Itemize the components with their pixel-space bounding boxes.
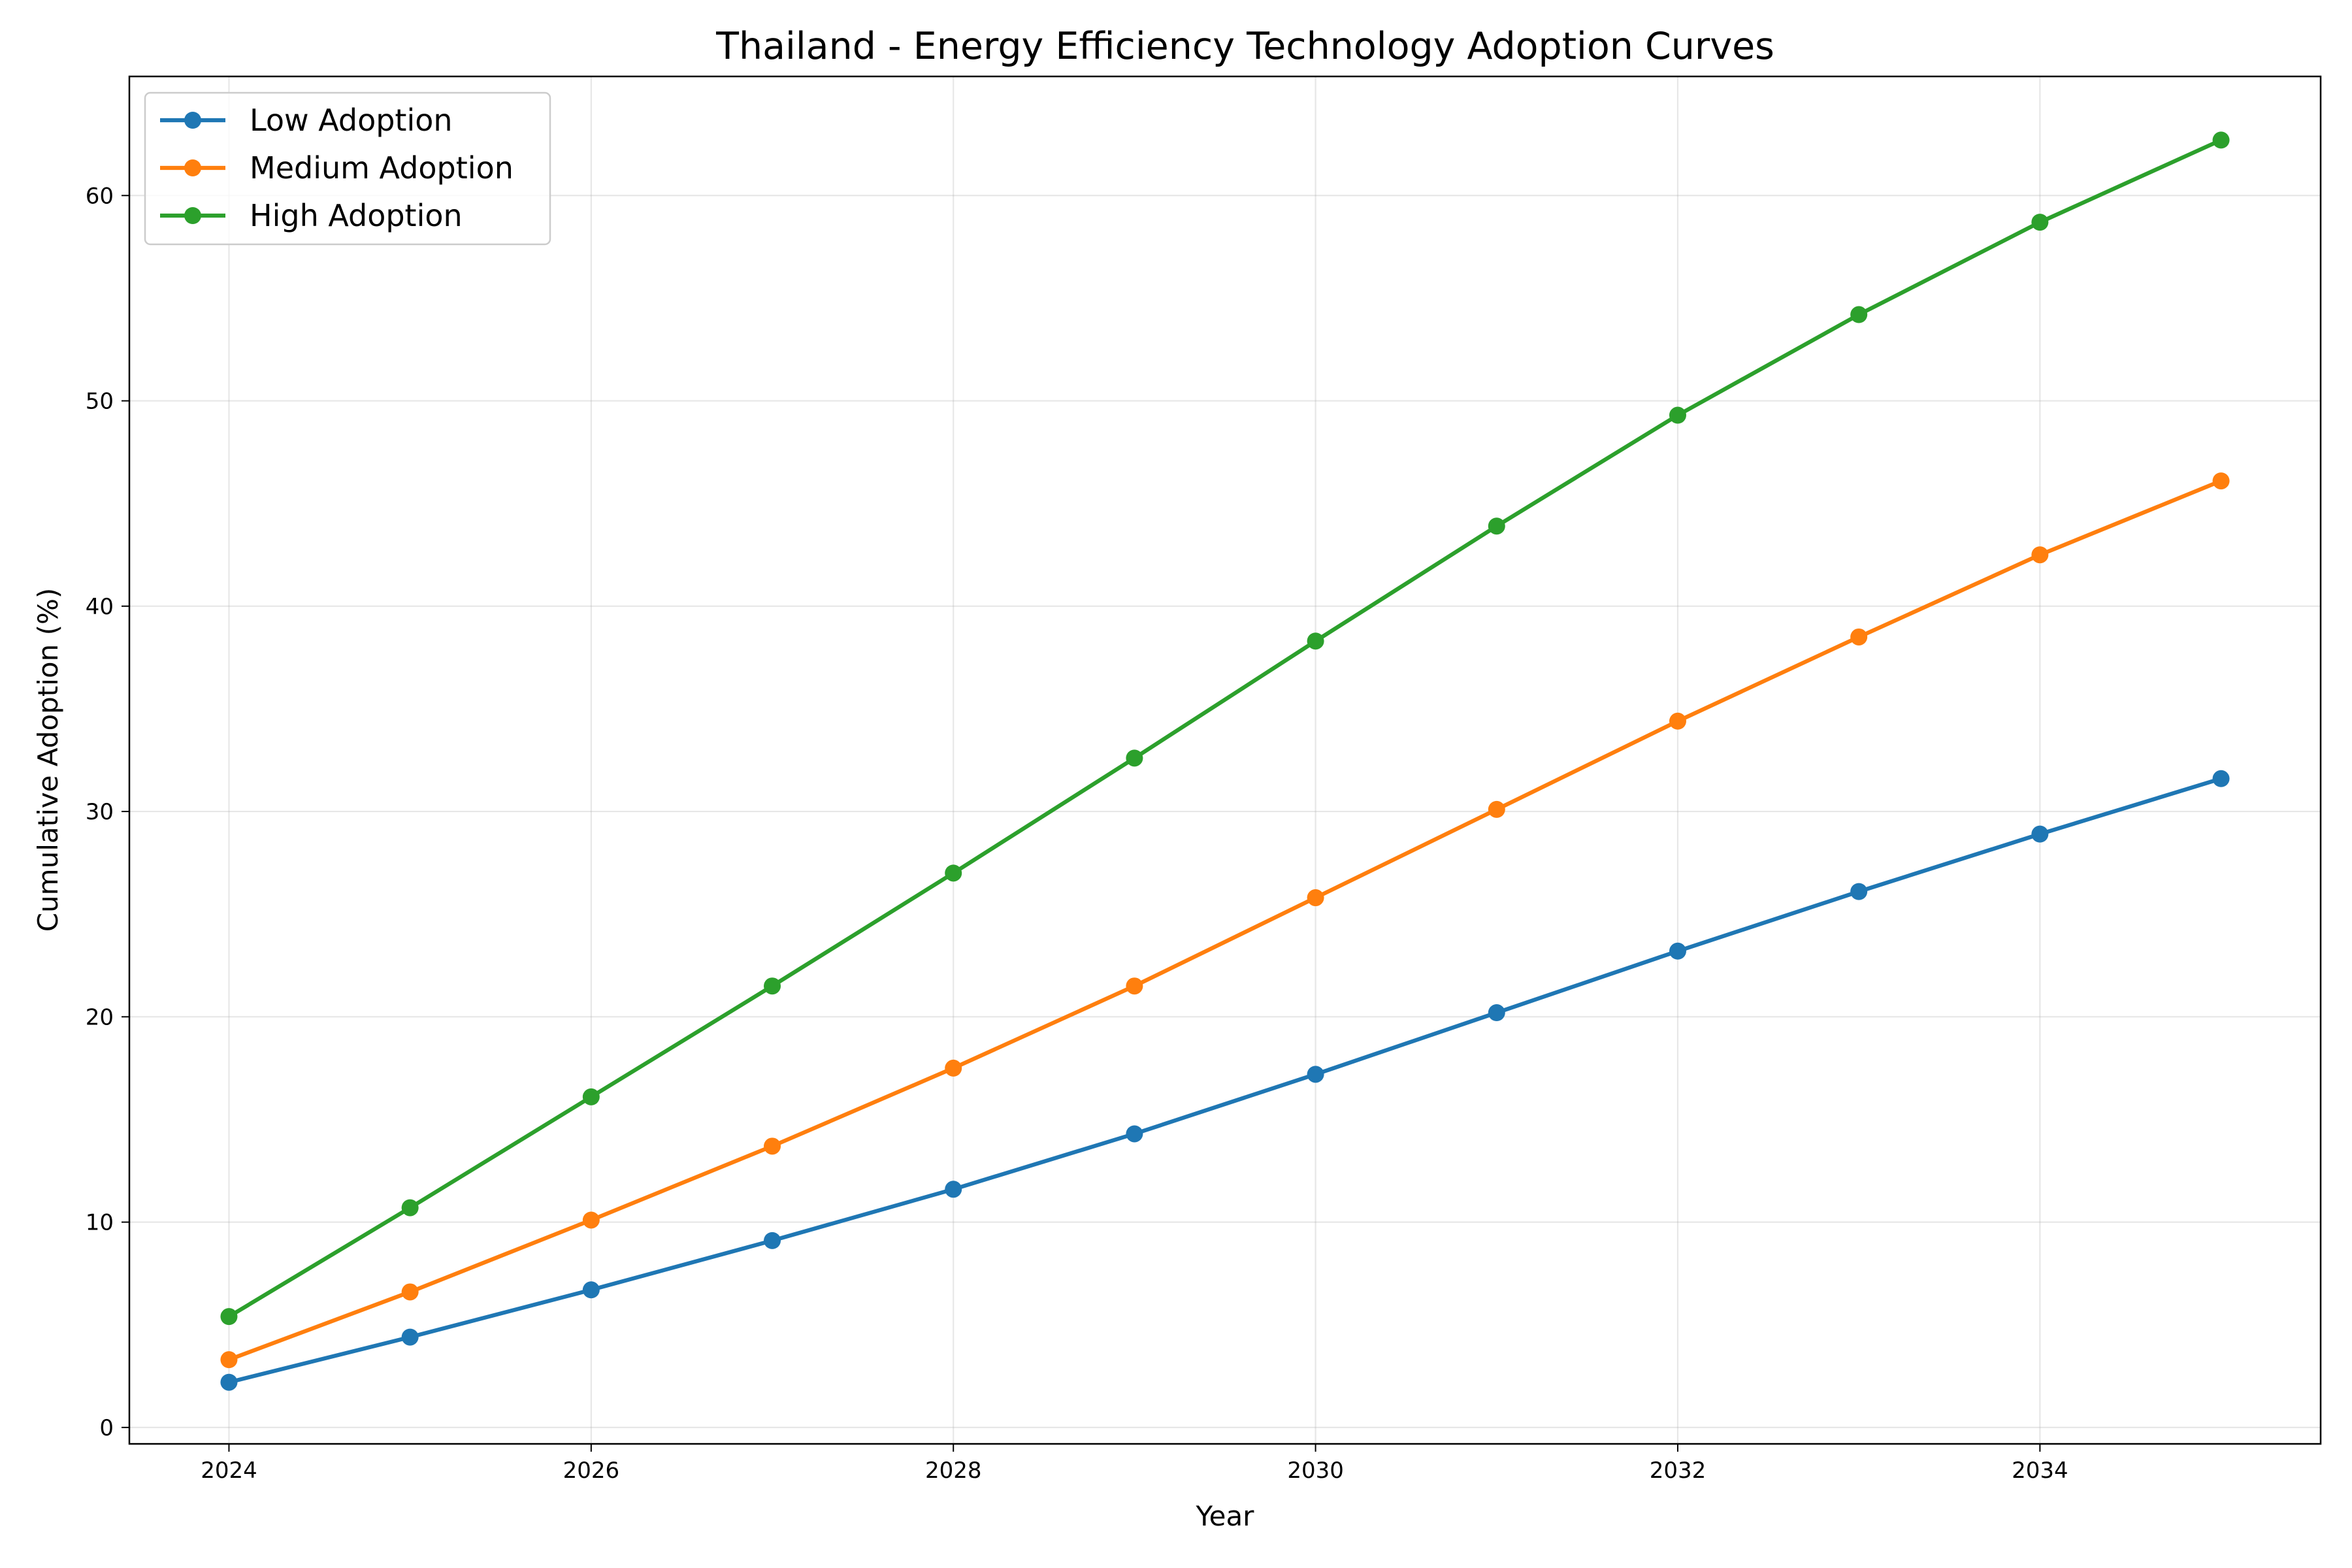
y-tick-label: 10	[86, 1210, 114, 1236]
data-point	[401, 1199, 419, 1217]
x-axis-label: Year	[1196, 1500, 1255, 1532]
data-point	[1126, 977, 1143, 995]
legend-label: Medium Adoption	[250, 150, 514, 186]
data-point	[582, 1281, 600, 1299]
y-tick-label: 20	[86, 1004, 114, 1030]
legend-marker	[184, 112, 201, 129]
data-point	[2212, 131, 2230, 149]
data-point	[1126, 749, 1143, 767]
x-tick-label: 2028	[925, 1458, 982, 1484]
legend-item: Low Adoption	[160, 103, 453, 138]
legend-item: High Adoption	[160, 198, 463, 233]
plot-frame	[128, 75, 2322, 1445]
series-line	[226, 776, 2224, 1385]
data-point	[1307, 889, 1324, 907]
y-tick-label: 0	[99, 1415, 114, 1441]
data-point	[401, 1283, 419, 1301]
data-point	[1307, 1066, 1324, 1083]
data-point	[1669, 942, 1686, 960]
chart-title: Thailand - Energy Efficiency Technology …	[715, 25, 1774, 68]
data-point	[945, 1059, 962, 1077]
x-tick-label: 2026	[563, 1458, 620, 1484]
series-high-adoption	[220, 131, 2230, 1326]
y-tick-label: 40	[86, 594, 114, 620]
data-point	[1850, 628, 1868, 645]
legend-marker	[184, 207, 201, 224]
series-layer	[220, 131, 2230, 1391]
data-point	[401, 1328, 419, 1346]
x-tick-label: 2030	[1287, 1458, 1344, 1484]
data-point	[582, 1088, 600, 1105]
data-point	[2031, 825, 2049, 843]
x-tick-label: 2032	[1650, 1458, 1707, 1484]
data-point	[2212, 770, 2230, 787]
data-point	[945, 1181, 962, 1198]
data-point	[1307, 632, 1324, 650]
x-tick-label: 2034	[2012, 1458, 2068, 1484]
y-tick-label: 50	[86, 389, 114, 415]
series-medium-adoption	[220, 472, 2230, 1369]
data-point	[1488, 517, 1505, 535]
data-point	[764, 977, 781, 995]
data-point	[2031, 546, 2049, 564]
data-point	[1850, 306, 1868, 323]
data-point	[220, 1351, 238, 1369]
series-line	[226, 478, 2224, 1363]
legend-marker	[184, 159, 201, 176]
data-point	[1669, 406, 1686, 424]
legend-box	[144, 91, 551, 246]
data-point	[1488, 1004, 1505, 1022]
data-point	[764, 1232, 781, 1249]
data-point	[945, 864, 962, 882]
y-tick-label: 60	[86, 183, 114, 209]
data-point	[220, 1373, 238, 1391]
data-point	[582, 1211, 600, 1229]
y-tick-label: 30	[86, 799, 114, 825]
y-axis-label: Cumulative Adoption (%)	[32, 588, 64, 932]
data-point	[1850, 883, 1868, 900]
legend: Low Adoption Medium Adoption High Adoption	[144, 91, 551, 246]
grid	[129, 76, 2321, 1444]
legend-item: Medium Adoption	[160, 150, 514, 186]
data-point	[220, 1308, 238, 1326]
data-point	[1488, 800, 1505, 818]
legend-label: Low Adoption	[250, 103, 453, 138]
series-low-adoption	[220, 770, 2230, 1391]
data-point	[1669, 712, 1686, 730]
data-point	[2212, 472, 2230, 490]
data-point	[2031, 214, 2049, 231]
legend-label: High Adoption	[250, 198, 463, 233]
data-point	[1126, 1125, 1143, 1143]
series-line	[226, 137, 2224, 1320]
x-tick-label: 2024	[201, 1458, 257, 1484]
data-point	[764, 1137, 781, 1155]
